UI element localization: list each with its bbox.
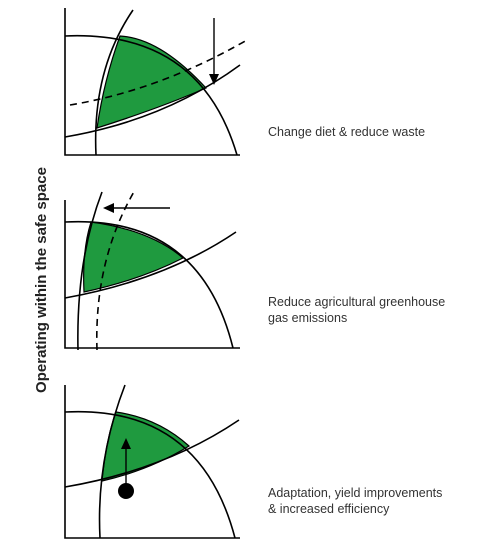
axes (64, 8, 240, 156)
rising-boundary-curve (64, 64, 241, 138)
panel-label: Adaptation, yield improvements & increas… (268, 486, 446, 516)
outer-boundary-arc (64, 410, 236, 539)
safe-space-region (101, 411, 190, 482)
label-line: Change diet & reduce waste (268, 125, 425, 139)
label-line: Reduce agricultural greenhouse (268, 295, 445, 309)
start-point-dot (118, 483, 134, 499)
label-line: & increased efficiency (268, 502, 390, 516)
panel-adaptation: Adaptation, yield improvements & increas… (64, 384, 446, 539)
panel-label: Change diet & reduce waste (268, 125, 425, 139)
side-title: Operating within the safe space (33, 167, 50, 393)
rising-boundary-curve (64, 419, 240, 488)
safe-space-region (96, 35, 208, 129)
inner-boundary-curve (77, 191, 103, 351)
panel-diet: Change diet & reduce waste (64, 8, 425, 156)
label-line: Adaptation, yield improvements (268, 486, 442, 500)
inner-boundary-curve (98, 384, 126, 539)
label-line: gas emissions (268, 311, 347, 325)
dashed-boundary-shifted (95, 189, 136, 351)
arrow-down (209, 18, 219, 85)
outer-boundary-arc (64, 220, 234, 349)
inner-boundary-curve (94, 9, 134, 156)
arrow-left (103, 203, 170, 213)
outer-boundary-arc (64, 34, 238, 156)
axes (64, 385, 240, 539)
arrow-up (121, 438, 131, 488)
rising-boundary-curve (64, 231, 237, 299)
axes (64, 200, 240, 349)
panel-label: Reduce agricultural greenhouse gas emiss… (268, 295, 449, 325)
panel-emissions: Reduce agricultural greenhouse gas emiss… (64, 189, 449, 351)
